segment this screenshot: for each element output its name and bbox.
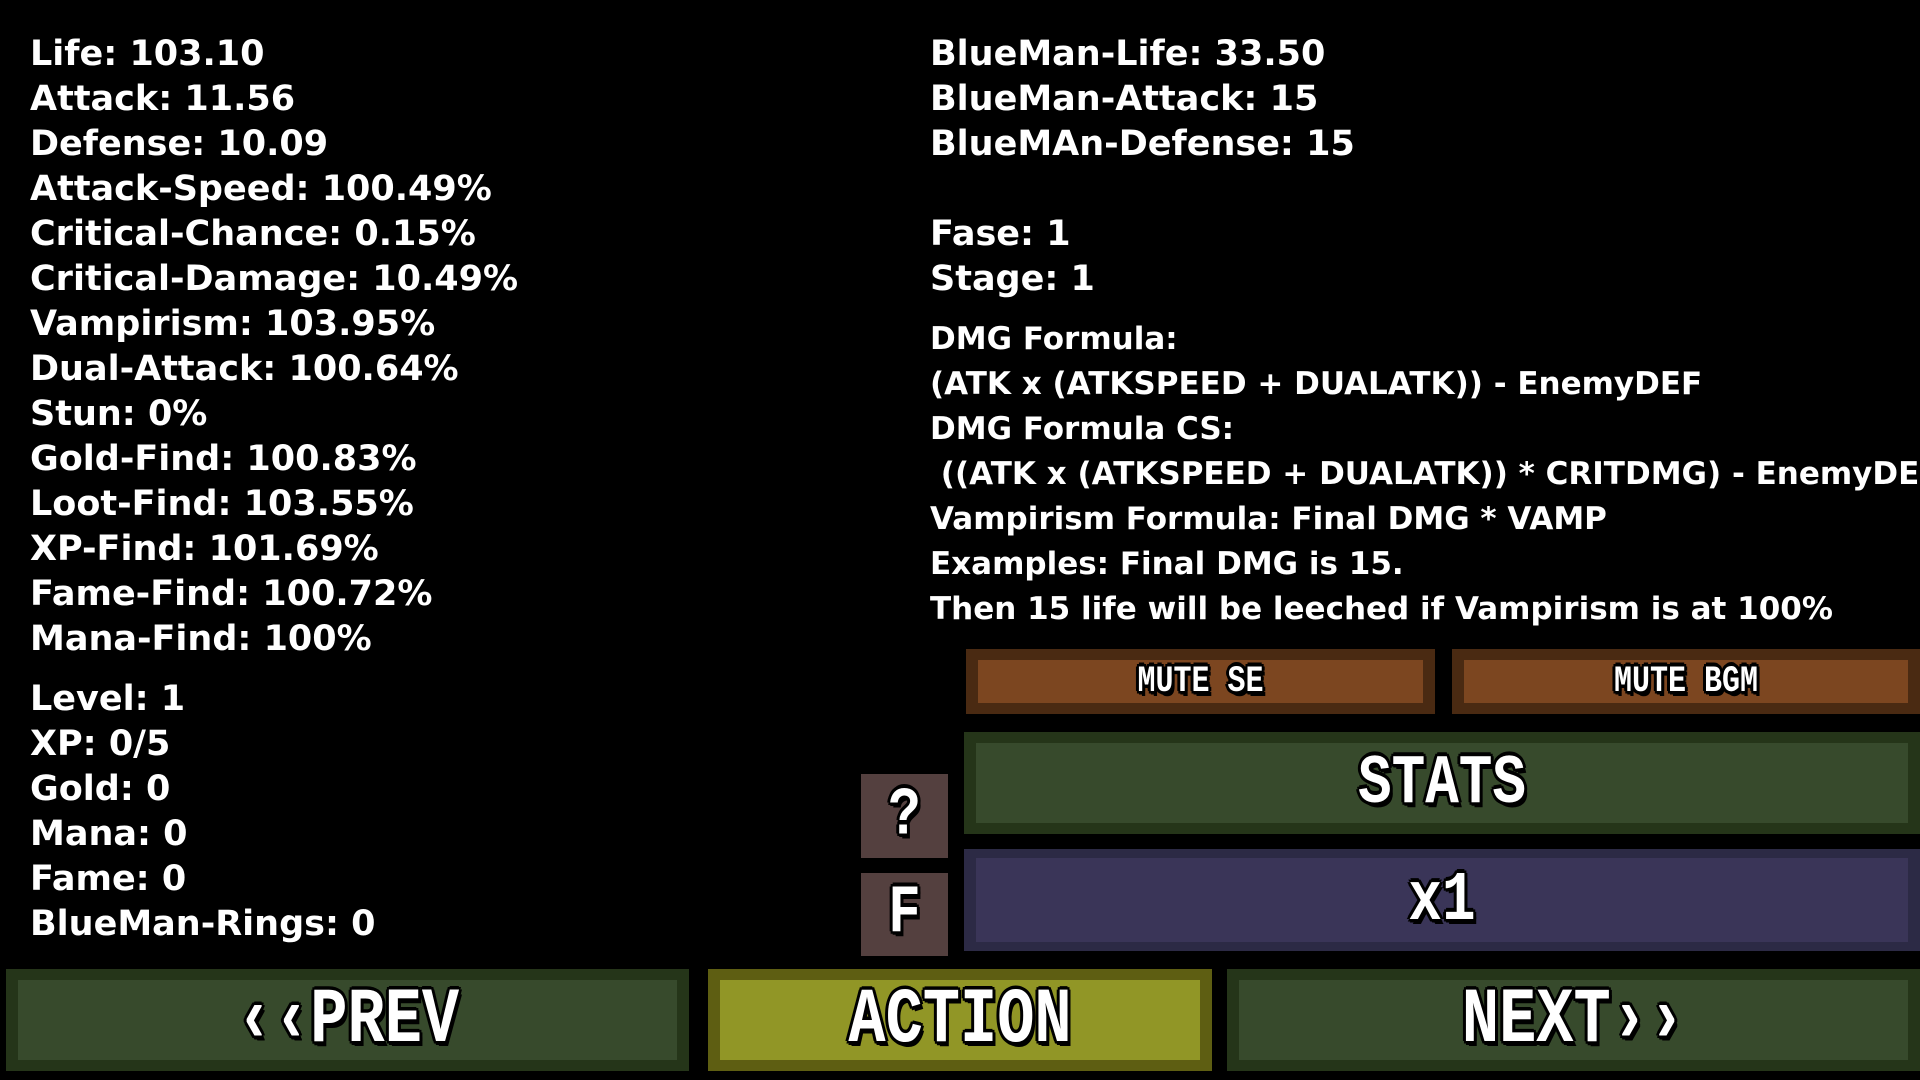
player-stats: Life: 103.10 Attack: 11.56 Defense: 10.0… [30, 32, 518, 662]
stage: Stage: 1 [930, 259, 1095, 299]
speed-button[interactable]: x1 [964, 849, 1920, 951]
f-label: F [888, 876, 921, 953]
stat-life: Life: 103.10 [30, 34, 265, 74]
help-button[interactable]: ? [861, 774, 948, 858]
resource-level: Level: 1 [30, 679, 186, 719]
fase: Fase: 1 [930, 214, 1071, 254]
enemy-life: BlueMan-Life: 33.50 [930, 34, 1326, 74]
stat-stun: Stun: 0% [30, 394, 208, 434]
formula-line: ((ATK x (ATKSPEED + DUALATK)) * CRITDMG)… [930, 456, 1920, 492]
enemy-stats: BlueMan-Life: 33.50 BlueMan-Attack: 15 B… [930, 32, 1355, 167]
stat-critical-damage: Critical-Damage: 10.49% [30, 259, 519, 299]
stat-attack: Attack: 11.56 [30, 79, 296, 119]
formulas: DMG Formula: (ATK x (ATKSPEED + DUALATK)… [930, 317, 1920, 632]
f-button[interactable]: F [861, 873, 948, 956]
help-icon: ? [888, 777, 921, 855]
stats-button[interactable]: STATS [964, 732, 1920, 834]
formula-line: Then 15 life will be leeched if Vampiris… [930, 591, 1833, 627]
resource-blueman-rings: BlueMan-Rings: 0 [30, 904, 376, 944]
resource-mana: Mana: 0 [30, 814, 188, 854]
mute-bgm-button[interactable]: MUTE BGM [1452, 649, 1920, 714]
prev-label: ‹‹PREV [235, 975, 460, 1065]
stat-vampirism: Vampirism: 103.95% [30, 304, 436, 344]
mute-bgm-label: MUTE BGM [1613, 660, 1759, 703]
stats-label: STATS [1357, 743, 1527, 823]
stat-loot-find: Loot-Find: 103.55% [30, 484, 414, 524]
resource-xp: XP: 0/5 [30, 724, 171, 764]
stat-xp-find: XP-Find: 101.69% [30, 529, 379, 569]
formula-line: DMG Formula CS: [930, 411, 1235, 447]
prev-button[interactable]: ‹‹PREV [6, 969, 689, 1071]
stat-dual-attack: Dual-Attack: 100.64% [30, 349, 459, 389]
action-label: ACTION [848, 975, 1072, 1065]
stat-attack-speed: Attack-Speed: 100.49% [30, 169, 492, 209]
formula-line: Examples: Final DMG is 15. [930, 546, 1404, 582]
next-button[interactable]: NEXT›› [1227, 969, 1920, 1071]
speed-label: x1 [1408, 860, 1476, 940]
formula-line: DMG Formula: [930, 321, 1178, 357]
next-label: NEXT›› [1461, 975, 1686, 1065]
stat-fame-find: Fame-Find: 100.72% [30, 574, 433, 614]
mute-se-button[interactable]: MUTE SE [966, 649, 1435, 714]
player-resources: Level: 1 XP: 0/5 Gold: 0 Mana: 0 Fame: 0… [30, 677, 376, 947]
stat-critical-chance: Critical-Chance: 0.15% [30, 214, 476, 254]
resource-gold: Gold: 0 [30, 769, 171, 809]
mute-se-label: MUTE SE [1137, 660, 1264, 703]
resource-fame: Fame: 0 [30, 859, 187, 899]
enemy-defense: BlueMAn-Defense: 15 [930, 124, 1355, 164]
formula-line: (ATK x (ATKSPEED + DUALATK)) - EnemyDEF [930, 366, 1703, 402]
stat-mana-find: Mana-Find: 100% [30, 619, 372, 659]
stat-gold-find: Gold-Find: 100.83% [30, 439, 417, 479]
action-button[interactable]: ACTION [708, 969, 1212, 1071]
stat-defense: Defense: 10.09 [30, 124, 329, 164]
enemy-attack: BlueMan-Attack: 15 [930, 79, 1319, 119]
progress-info: Fase: 1 Stage: 1 [930, 212, 1095, 302]
formula-line: Vampirism Formula: Final DMG * VAMP [930, 501, 1607, 537]
